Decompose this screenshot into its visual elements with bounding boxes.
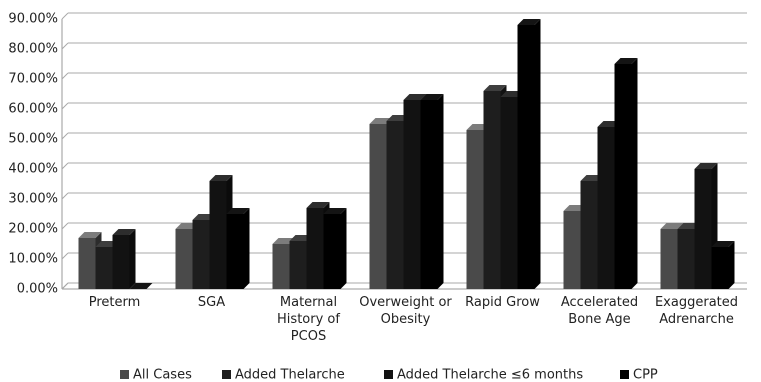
bar [677,229,695,289]
x-tick-label: Accelerated Bone Age [560,295,639,327]
y-tick-label: 20.00% [8,222,58,237]
bar-top [226,208,250,214]
bar [78,238,96,289]
bar [306,208,324,289]
bar [614,64,632,289]
legend-swatch [384,370,393,379]
grid-line-depth [61,102,69,110]
y-tick-label: 0.00% [17,282,58,297]
bar-side [340,208,347,289]
x-tick-label: Overweight or Obesity [359,295,452,327]
y-tick-label: 80.00% [8,42,58,57]
grid-line-depth [61,42,69,50]
bar [323,214,341,289]
bar-top [112,229,136,235]
bar-side [437,94,444,289]
bar [483,91,501,289]
bar-top [129,283,153,289]
grid-line-depth [61,72,69,80]
bar [500,97,518,289]
bar-side [129,229,136,289]
x-tick-label: Rapid Grow [465,295,540,310]
bar-top [694,163,718,169]
legend-swatch [222,370,231,379]
bar-side [728,241,735,289]
x-tick-label: Exaggerated Adrenarche [654,295,739,327]
bar [209,181,227,289]
bar [226,214,244,289]
bar [420,100,438,289]
bar [369,124,387,289]
grid-line-depth [61,12,69,20]
bar-top [711,241,735,247]
bar [386,121,404,289]
bar-side [243,208,250,289]
bar-top [403,94,427,100]
legend-label: All Cases [133,368,192,382]
x-tick-label: SGA [197,295,226,310]
bar-side [631,58,638,289]
bar [272,244,290,289]
grid-line-depth [61,132,69,140]
legend-label: Added Thelarche ≤6 months [397,368,583,382]
grid-line-depth [61,252,69,260]
x-tick-label: Preterm [88,295,141,310]
y-tick-label: 70.00% [8,72,58,87]
y-tick-label: 90.00% [8,12,58,27]
bar-side [534,19,541,289]
bar [403,100,421,289]
bar-top [78,232,102,238]
bar [711,247,729,289]
bar [517,25,535,289]
bar [112,235,130,289]
bar-top [483,85,507,91]
legend-swatch [120,370,129,379]
legend-label: Added Thelarche [235,368,345,382]
bar [466,130,484,289]
bar [660,229,678,289]
bar [175,229,193,289]
y-tick-label: 60.00% [8,102,58,117]
bar [597,127,615,289]
bar [694,169,712,289]
x-tick-label: Maternal History of PCOS [277,295,340,344]
bar-top [660,223,684,229]
bar-top [323,208,347,214]
bar-top [209,175,233,181]
y-tick-label: 30.00% [8,192,58,207]
y-tick-label: 10.00% [8,252,58,267]
legend-swatch [620,370,629,379]
bar [580,181,598,289]
bar-top [306,202,330,208]
bar [192,220,210,289]
bar [289,241,307,289]
bar [563,211,581,289]
y-tick-label: 50.00% [8,132,58,147]
grid-line-depth [61,162,69,170]
bar [95,247,113,289]
bar-top [614,58,638,64]
grid-line-depth [61,282,69,290]
grid-line-depth [61,222,69,230]
bar-top [517,19,541,25]
y-tick-label: 40.00% [8,162,58,177]
grid-line-depth [61,192,69,200]
bar-top [420,94,444,100]
legend-label: CPP [633,368,658,382]
